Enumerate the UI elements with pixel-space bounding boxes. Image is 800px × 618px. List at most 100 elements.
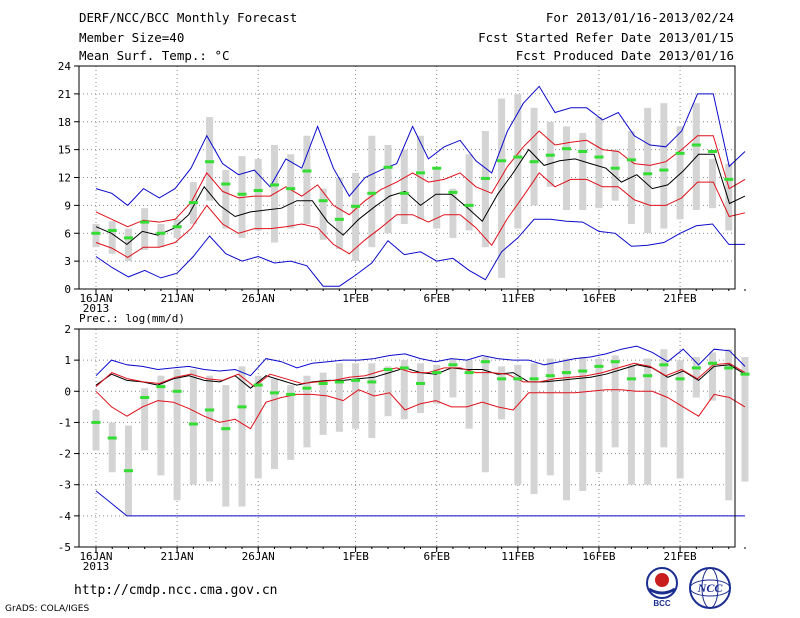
ensemble-box xyxy=(384,144,392,234)
median-mark xyxy=(286,392,296,396)
ensemble-box xyxy=(741,357,749,482)
median-mark xyxy=(318,199,328,203)
ensemble-box xyxy=(514,364,522,485)
produced-date: Fcst Produced Date 2013/01/16 xyxy=(515,48,734,63)
ensemble-box xyxy=(384,366,392,417)
ensemble-box xyxy=(449,358,457,398)
median-mark xyxy=(545,374,555,378)
median-mark xyxy=(529,160,539,164)
variable-label: Mean Surf. Temp.: °C xyxy=(79,48,230,63)
ensemble-box xyxy=(206,117,214,201)
x-tick-label: 6FEB xyxy=(423,292,450,305)
ensemble-box xyxy=(465,360,473,429)
x-tick-label: 16FEB xyxy=(582,550,615,563)
median-mark xyxy=(659,363,669,367)
ensemble-box xyxy=(481,131,489,248)
ensemble-box xyxy=(416,363,424,414)
y-tick-label: 3 xyxy=(64,255,71,268)
ensemble-box xyxy=(254,158,262,231)
grads-credit: GrADS: COLA/IGES xyxy=(5,604,90,614)
ensemble-box xyxy=(173,369,181,501)
y-tick-label: 21 xyxy=(58,88,71,101)
median-mark xyxy=(188,201,198,205)
ensemble-box xyxy=(92,409,100,451)
median-mark xyxy=(123,469,133,473)
median-mark xyxy=(383,367,393,371)
median-mark xyxy=(415,171,425,175)
median-mark xyxy=(497,377,507,381)
median-mark xyxy=(107,228,117,232)
ensemble-box xyxy=(400,360,408,420)
median-mark xyxy=(691,143,701,147)
y-tick-label: 12 xyxy=(58,172,71,185)
ensemble-box xyxy=(400,149,408,224)
ensemble-box xyxy=(189,369,197,485)
median-mark xyxy=(691,366,701,370)
median-mark xyxy=(675,151,685,155)
x-tick-label: 16JAN xyxy=(79,292,112,305)
ensemble-box xyxy=(611,355,619,448)
ensemble-box xyxy=(644,107,652,234)
median-mark xyxy=(237,192,247,196)
precip-title: Prec.: log(mm/d) xyxy=(79,312,185,325)
ensemble-box xyxy=(595,358,603,473)
x-year-label: 2013 xyxy=(83,560,110,573)
median-mark xyxy=(675,377,685,381)
ensemble-box xyxy=(319,188,327,240)
ensemble-box xyxy=(319,372,327,435)
ensemble-box xyxy=(287,385,295,460)
ensemble-box xyxy=(303,375,311,448)
plot-frame xyxy=(78,328,736,548)
ensemble-box xyxy=(173,219,181,238)
mean-line xyxy=(95,148,746,246)
ensemble-box xyxy=(206,375,214,482)
median-mark xyxy=(140,396,150,400)
min-line xyxy=(95,218,745,287)
member-size: Member Size=40 xyxy=(79,30,185,45)
median-mark xyxy=(269,183,279,187)
median-mark xyxy=(659,168,669,172)
y-tick-label: -4 xyxy=(58,510,72,523)
median-mark xyxy=(594,155,604,159)
median-mark xyxy=(205,408,215,412)
x-tick-label: 11FEB xyxy=(501,292,534,305)
std_lower-line xyxy=(95,389,746,430)
x-tick-label: 16JAN xyxy=(79,550,112,563)
y-tick-label: 15 xyxy=(58,144,71,157)
y-tick-label: -3 xyxy=(58,479,71,492)
x-tick-label: 21JAN xyxy=(161,550,194,563)
x-tick-label: 11FEB xyxy=(501,550,534,563)
median-mark xyxy=(107,436,117,440)
plot-frame xyxy=(78,65,736,290)
median-mark xyxy=(724,366,734,370)
median-mark xyxy=(724,177,734,181)
ensemble-box xyxy=(270,378,278,470)
y-tick-label: 0 xyxy=(64,283,71,296)
median-mark xyxy=(448,363,458,367)
x-tick-label: 21FEB xyxy=(664,550,697,563)
median-mark xyxy=(334,217,344,221)
started-date: Fcst Started Refer Date 2013/01/15 xyxy=(478,30,734,45)
median-mark xyxy=(399,366,409,370)
min-line xyxy=(95,490,745,517)
x-tick-label: 1FEB xyxy=(342,292,369,305)
source-url[interactable]: http://cmdp.ncc.cma.gov.cn xyxy=(74,583,278,598)
ensemble-box xyxy=(530,107,538,206)
y-tick-label: 24 xyxy=(58,60,72,73)
ncc-logo: NCC xyxy=(689,567,731,609)
y-tick-label: 0 xyxy=(64,385,71,398)
ensemble-box xyxy=(254,375,262,479)
median-mark xyxy=(626,158,636,162)
y-tick-label: -2 xyxy=(58,448,71,461)
median-mark xyxy=(610,360,620,364)
median-mark xyxy=(367,191,377,195)
x-tick-label: 21FEB xyxy=(664,292,697,305)
x-tick-label: 21JAN xyxy=(161,292,194,305)
ensemble-box xyxy=(660,349,668,448)
y-tick-label: -5 xyxy=(58,541,71,554)
ensemble-box xyxy=(709,158,717,209)
median-mark xyxy=(464,203,474,207)
ensemble-box xyxy=(563,126,571,211)
median-mark xyxy=(415,382,425,385)
